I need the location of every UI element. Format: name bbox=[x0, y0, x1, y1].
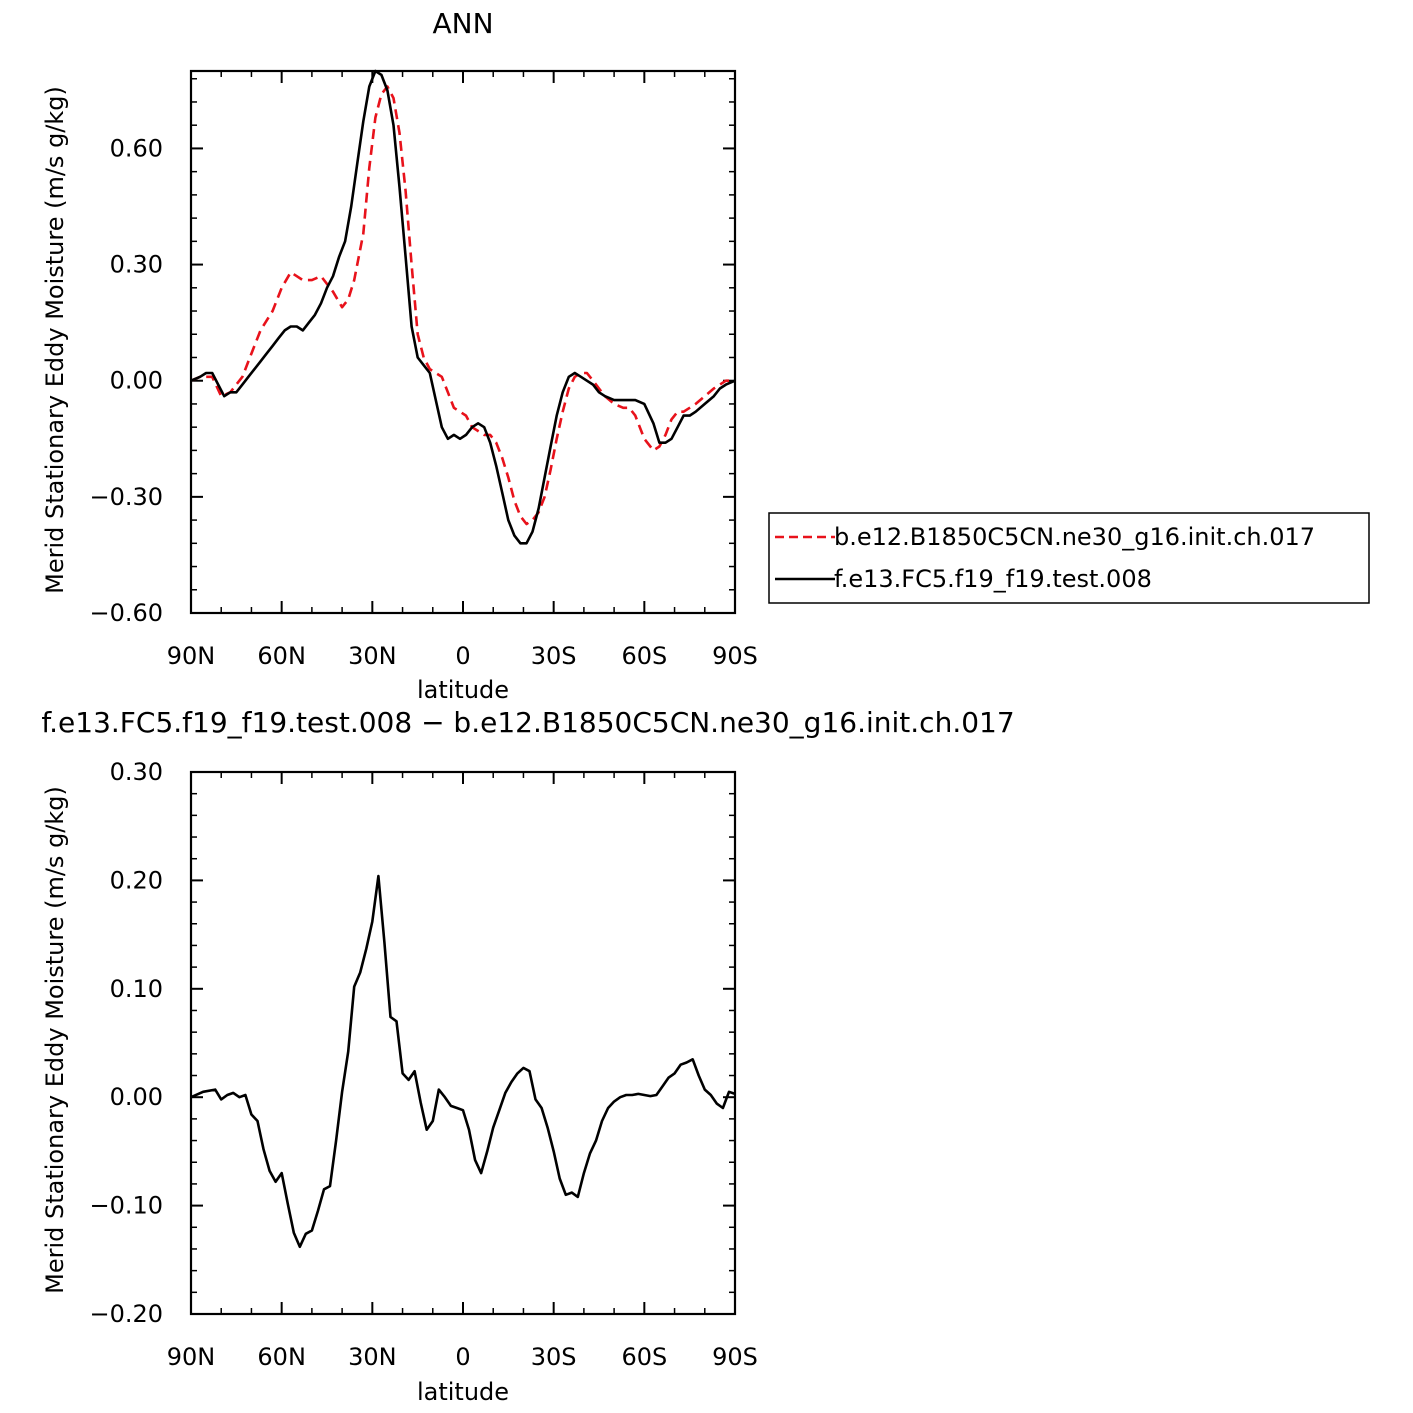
series-line-1 bbox=[190, 85, 735, 526]
x-tick-label: 60S bbox=[621, 642, 667, 670]
top-panel: ANN Merid Stationary Eddy Moisture (m/s … bbox=[41, 7, 758, 704]
x-tick-label: 30S bbox=[531, 1343, 577, 1371]
top-panel-xlabel: latitude bbox=[417, 676, 509, 704]
y-tick-label: 0.30 bbox=[110, 758, 163, 786]
bottom-panel: f.e13.FC5.f19_f19.test.008 − b.e12.B1850… bbox=[41, 706, 1015, 1406]
x-tick-label: 60S bbox=[621, 1343, 667, 1371]
legend-label-series-2: f.e13.FC5.f19_f19.test.008 bbox=[834, 565, 1152, 593]
x-tick-label: 30N bbox=[348, 642, 397, 670]
legend-box bbox=[768, 512, 1370, 604]
x-tick-label: 90N bbox=[167, 1343, 216, 1371]
legend-label-series-1: b.e12.B1850C5CN.ne30_g16.init.ch.017 bbox=[834, 523, 1315, 551]
top-panel-ylabel: Merid Stationary Eddy Moisture (m/s g/kg… bbox=[41, 86, 69, 594]
y-tick-label: 0.60 bbox=[110, 134, 163, 162]
x-tick-label: 90S bbox=[712, 642, 758, 670]
series-line-2 bbox=[190, 69, 736, 545]
x-tick-label: 0 bbox=[455, 642, 470, 670]
bottom-panel-xlabel: latitude bbox=[417, 1378, 509, 1406]
y-tick-label: −0.30 bbox=[89, 483, 163, 511]
y-tick-label: 0.10 bbox=[110, 975, 163, 1003]
x-tick-label: 90N bbox=[167, 642, 216, 670]
x-tick-label: 0 bbox=[455, 1343, 470, 1371]
x-tick-label: 60N bbox=[257, 642, 306, 670]
y-tick-label: 0.00 bbox=[110, 1083, 163, 1111]
bottom-panel-title: f.e13.FC5.f19_f19.test.008 − b.e12.B1850… bbox=[41, 706, 1014, 739]
bottom-panel-ticks bbox=[190, 771, 736, 1315]
legend: b.e12.B1850C5CN.ne30_g16.init.ch.017 f.e… bbox=[768, 512, 1370, 604]
top-panel-frame bbox=[189, 69, 737, 615]
series-line-1 bbox=[190, 874, 736, 1249]
bottom-panel-frame bbox=[189, 770, 737, 1316]
top-panel-ticks bbox=[190, 71, 736, 614]
bottom-panel-series bbox=[190, 874, 736, 1249]
bottom-panel-tick-labels: −0.20 −0.10 0.00 0.10 0.20 0.30 90N 60N 30N 0 30S 6… bbox=[89, 758, 757, 1371]
y-tick-label: 0.20 bbox=[110, 866, 163, 894]
y-tick-label: 0.00 bbox=[110, 367, 163, 395]
y-tick-label: −0.10 bbox=[89, 1192, 163, 1220]
top-panel-tick-labels: −0.60 −0.30 0.00 0.30 0.60 90N 60N 30N 0 30S 60S 90… bbox=[89, 134, 757, 670]
x-tick-label: 90S bbox=[712, 1343, 758, 1371]
top-panel-series bbox=[190, 69, 736, 545]
x-tick-label: 30N bbox=[348, 1343, 397, 1371]
x-tick-label: 30S bbox=[531, 642, 577, 670]
x-tick-label: 60N bbox=[257, 1343, 306, 1371]
y-tick-label: 0.30 bbox=[110, 251, 163, 279]
y-tick-label: −0.20 bbox=[89, 1300, 163, 1328]
bottom-panel-ylabel: Merid Stationary Eddy Moisture (m/s g/kg… bbox=[41, 786, 69, 1294]
top-panel-title: ANN bbox=[432, 7, 493, 40]
y-tick-label: −0.60 bbox=[89, 599, 163, 627]
